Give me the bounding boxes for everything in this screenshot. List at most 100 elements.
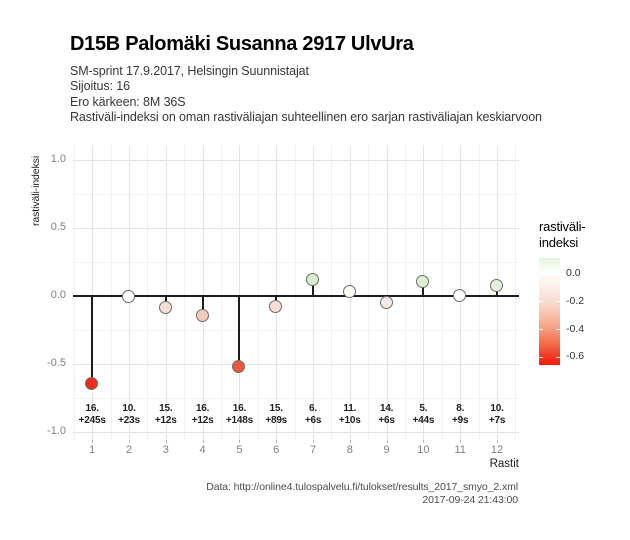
- page-title: D15B Palomäki Susanna 2917 UlvUra: [70, 33, 414, 55]
- gridline-v-major: [165, 145, 167, 440]
- point-label-rank: 14.: [379, 403, 394, 414]
- point-label-diff: +6s: [378, 415, 395, 427]
- point-label-diff: +23s: [118, 415, 140, 427]
- legend-bar-tick: [556, 301, 560, 303]
- gridline-h-minor: [73, 262, 519, 263]
- legend-tick-label: -0.2: [566, 294, 585, 307]
- zero-baseline: [73, 295, 519, 297]
- point-label-diff: +89s: [265, 415, 288, 427]
- legend-bar-tick: [556, 329, 560, 331]
- point-label-diff: +7s: [488, 415, 506, 427]
- x-tick-mark: [276, 440, 278, 443]
- point-label-diff: +148s: [225, 415, 253, 427]
- x-tick-mark: [349, 440, 351, 443]
- x-tick-label: 4: [199, 444, 206, 456]
- data-point: [232, 359, 246, 373]
- gridline-v-minor: [478, 145, 480, 440]
- stem: [422, 282, 425, 296]
- gridline-v-minor: [294, 145, 296, 440]
- point-label: 8. +9s: [437, 403, 483, 428]
- x-tick-mark: [460, 440, 462, 443]
- x-tick-mark: [92, 440, 94, 443]
- chart-panel: 16. +245s 10. +23s 15. +12s 16. +12s 16. +148s 15.…: [73, 145, 519, 440]
- legend-bar-tick: [539, 329, 543, 331]
- x-tick-label: 1: [89, 444, 96, 456]
- data-point: [416, 275, 430, 289]
- point-label-diff: +12s: [154, 415, 177, 427]
- point-label-rank: 15.: [159, 403, 173, 414]
- point-label-rank: 15.: [269, 403, 284, 414]
- point-label-rank: 6.: [309, 403, 317, 414]
- point-label: 10. +23s: [106, 403, 152, 428]
- y-tick-label: -0.5: [47, 357, 66, 369]
- legend-tick-label: -0.6: [566, 350, 585, 363]
- gridline-h-major: [73, 364, 519, 365]
- gridline-v-minor: [515, 145, 517, 440]
- gridline-v-minor: [73, 145, 75, 440]
- legend-title: rastiväli- indeksi: [539, 219, 586, 250]
- data-point: [490, 279, 503, 293]
- x-tick-mark: [202, 440, 204, 443]
- point-label-rank: 16.: [232, 403, 247, 414]
- x-tick-mark: [129, 440, 130, 443]
- y-tick-label: -1.0: [47, 425, 66, 437]
- legend-bar-tick: [556, 356, 560, 358]
- data-point: [269, 299, 283, 313]
- subtitle: SM-sprint 17.9.2017, Helsingin Suunnista…: [70, 64, 542, 126]
- x-tick-mark: [165, 440, 167, 443]
- caption: Data: http://online4.tulospalvelu.fi/tul…: [206, 481, 518, 506]
- point-label-diff: +10s: [338, 415, 361, 427]
- x-tick-mark: [497, 440, 498, 443]
- point-label: 6. +6s: [290, 403, 336, 428]
- legend-bar-tick: [539, 356, 543, 358]
- point-label: 5. +44s: [400, 403, 446, 428]
- point-label: 10. +7s: [474, 403, 520, 428]
- point-label-rank: 5.: [419, 403, 428, 414]
- gridline-v-minor: [184, 145, 186, 440]
- data-point: [195, 309, 209, 323]
- gridline-v-minor: [441, 145, 443, 440]
- point-label: 14. +6s: [364, 403, 410, 428]
- point-label-diff: +6s: [304, 415, 322, 427]
- x-tick-label: 6: [273, 444, 280, 456]
- legend: rastiväli- indeksi 0.0 -0.2 -0.4 -0.6: [539, 219, 586, 365]
- point-label: 16. +148s: [216, 403, 262, 428]
- caption-data-source: Data: http://online4.tulospalvelu.fi/tul…: [206, 481, 518, 493]
- gridline-v-minor: [257, 145, 259, 440]
- point-label-diff: +9s: [452, 415, 469, 427]
- point-label-rank: 8.: [456, 403, 465, 414]
- point-label: 16. +245s: [69, 403, 115, 428]
- legend-bar-tick: [539, 301, 543, 303]
- gridline-v-minor: [368, 145, 370, 440]
- gridline-v-minor: [147, 145, 149, 440]
- x-tick-label: 10: [417, 444, 430, 456]
- point-label: 15. +89s: [253, 403, 299, 428]
- point-label-diff: +12s: [191, 415, 214, 427]
- legend-title-line1: rastiväli-: [539, 219, 586, 234]
- caption-timestamp: 2017-09-24 21:43:00: [422, 493, 518, 506]
- point-label-diff: +245s: [78, 415, 106, 427]
- gridline-v-minor: [221, 145, 222, 440]
- point-label: 15. +12s: [143, 403, 189, 428]
- point-label-rank: 11.: [343, 403, 357, 414]
- data-point: [158, 301, 172, 315]
- x-tick-label: 8: [346, 444, 353, 456]
- subtitle-line-description: Rastiväli-indeksi on oman rastiväliajan …: [70, 110, 542, 125]
- gridline-h-minor: [73, 194, 519, 195]
- point-label-diff: +44s: [412, 415, 435, 427]
- x-tick-label: 9: [383, 444, 390, 456]
- data-point: [342, 284, 356, 298]
- gridline-v-major: [386, 145, 388, 440]
- data-point: [379, 295, 393, 309]
- x-tick-label: 7: [309, 444, 317, 456]
- gridline-h-minor: [73, 398, 519, 399]
- legend-bar-tick: [556, 273, 560, 275]
- y-tick-label: 0.5: [50, 221, 66, 233]
- point-label-rank: 16.: [195, 403, 210, 414]
- legend-colorbar: [539, 258, 560, 365]
- legend-bar-tick: [539, 273, 543, 275]
- subtitle-line-placement: Sijoitus: 16: [70, 79, 130, 94]
- stem: [238, 296, 241, 367]
